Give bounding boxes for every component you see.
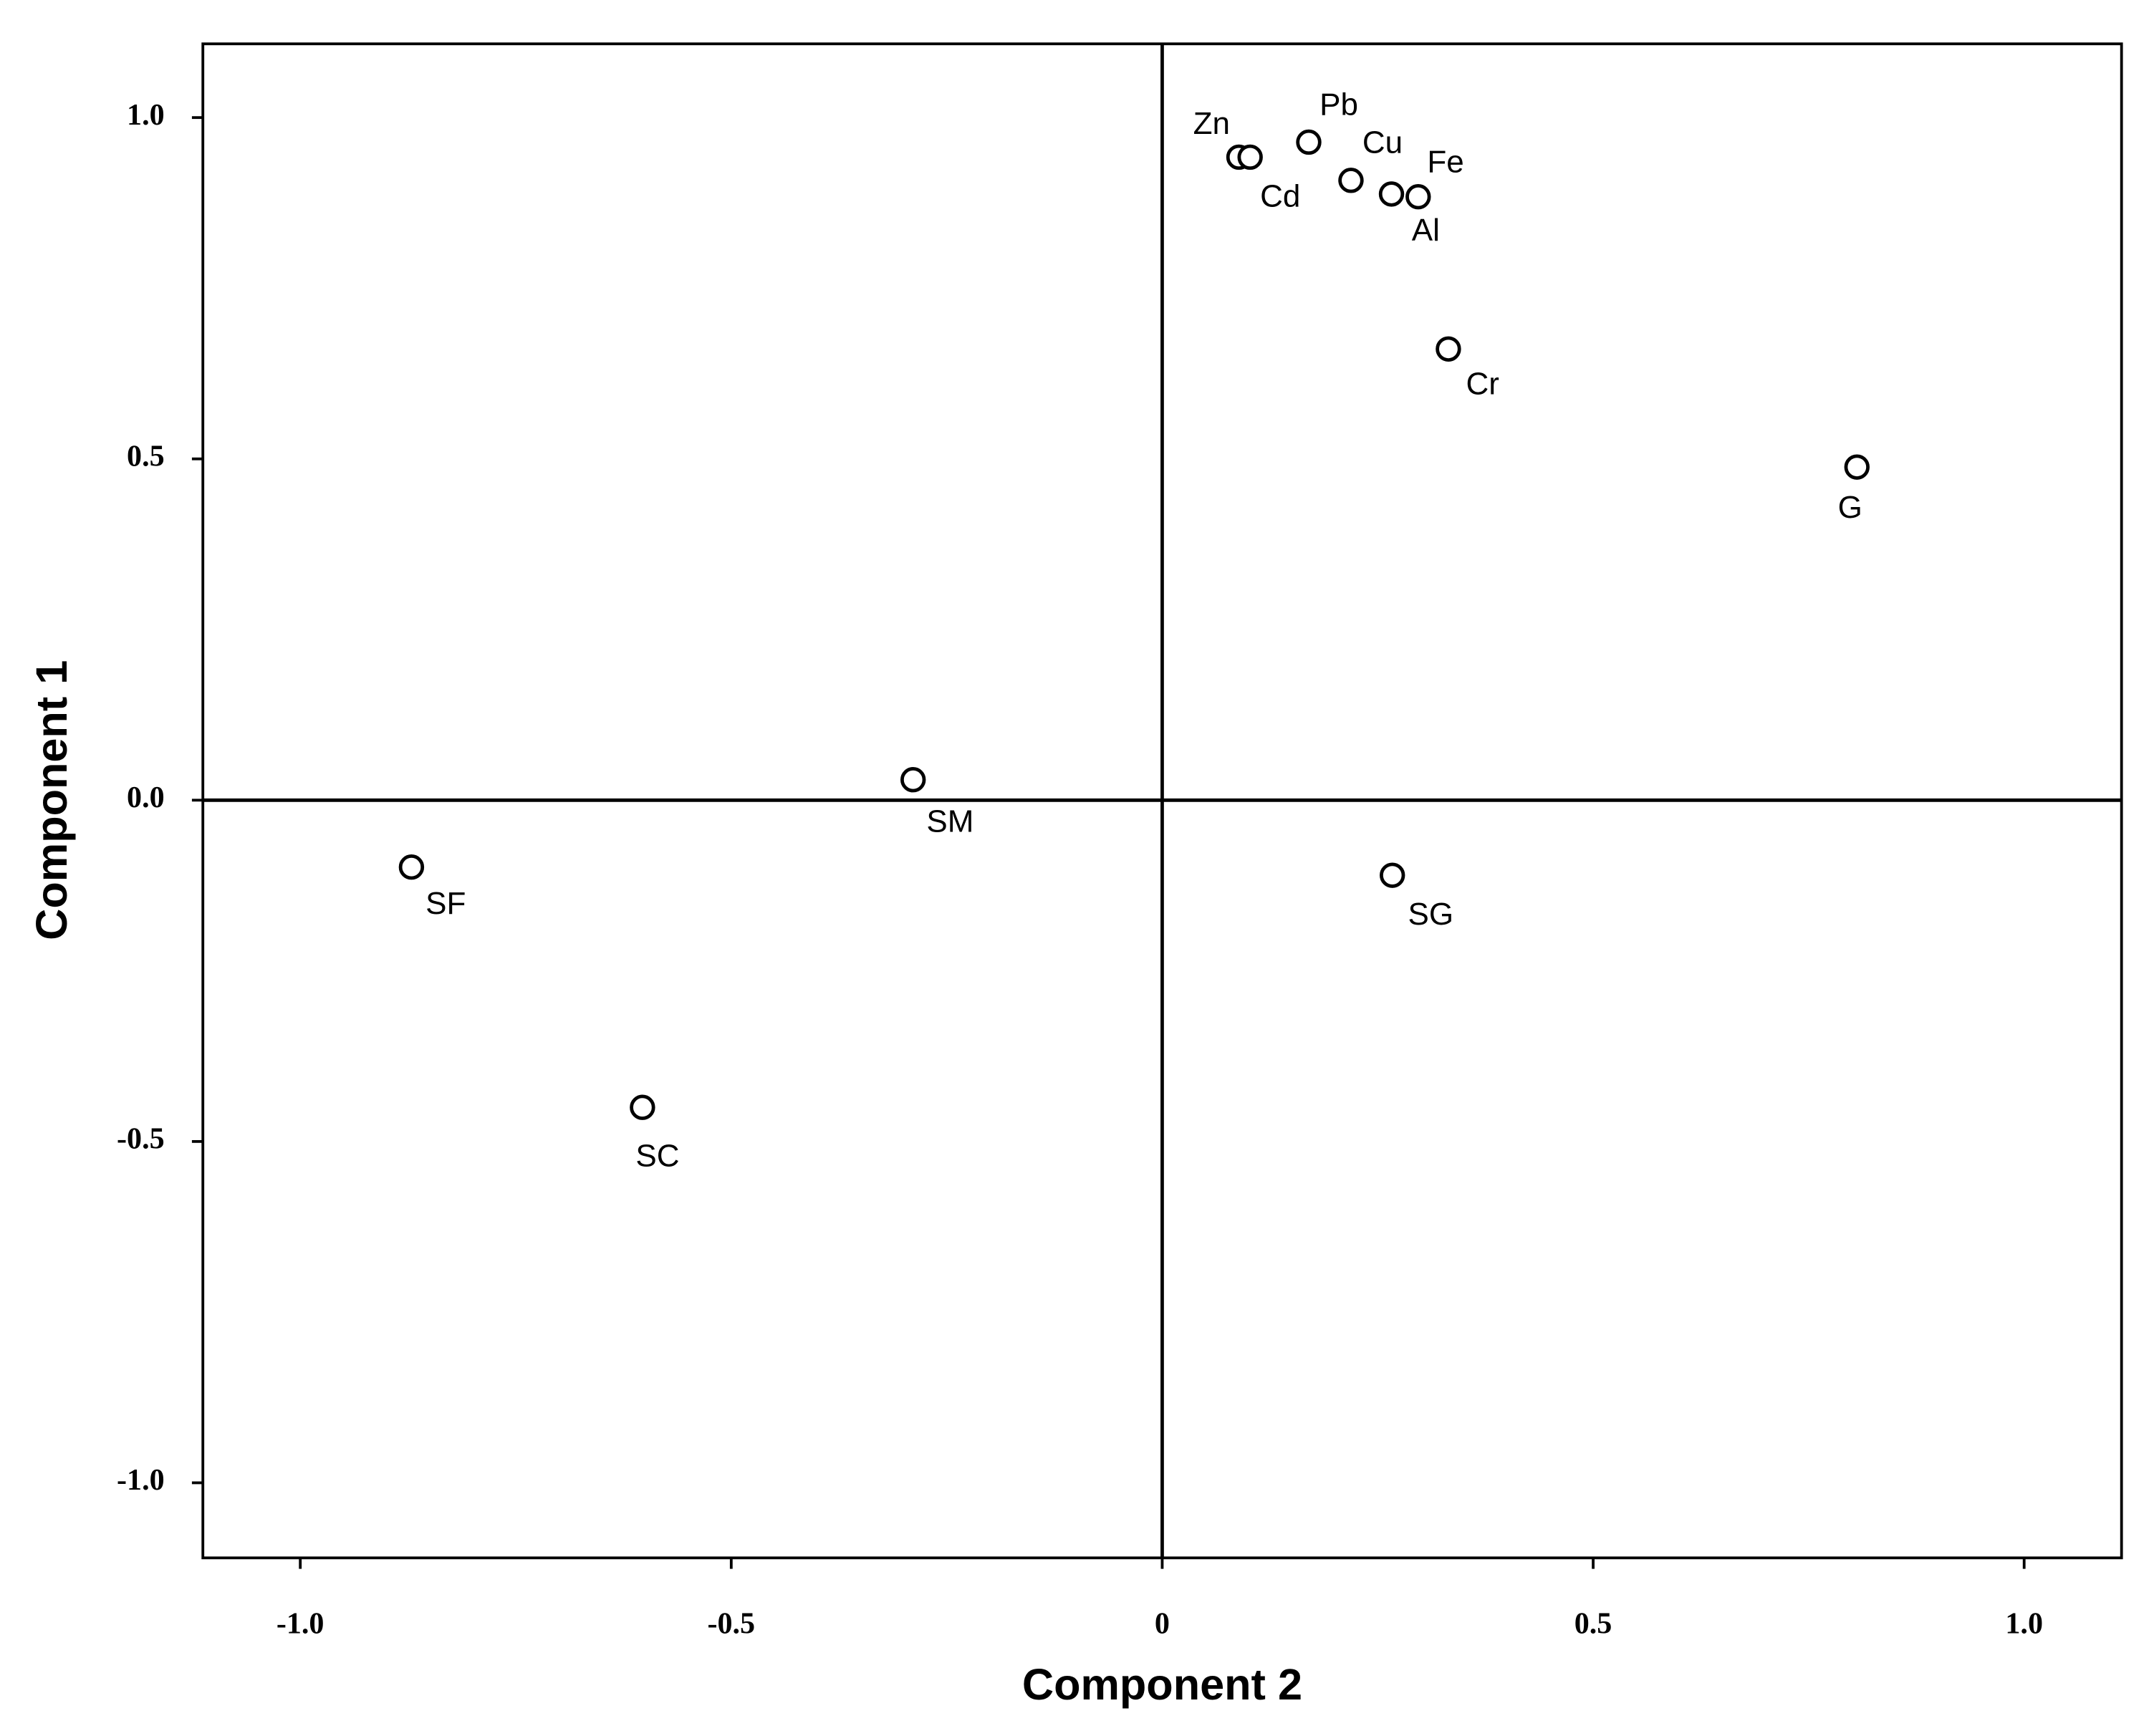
point-label: Cd [1260,178,1300,213]
point-label: SC [635,1139,679,1174]
y-tick-label: -0.5 [117,1123,165,1156]
point-label: Al [1412,213,1440,248]
point [1405,184,1431,210]
x-axis-title: Component 2 [1022,1660,1302,1709]
y-tick-label: 0.0 [127,781,165,814]
point [1380,862,1405,888]
point [1237,144,1263,170]
point-label: SM [926,804,973,839]
y-tick-label: -1.0 [117,1464,165,1497]
point [1844,454,1870,480]
point [1436,336,1461,362]
point-label: SG [1408,897,1453,932]
x-tick-label: 1.0 [2005,1608,2043,1641]
point [630,1094,655,1120]
x-tick-label: 0.5 [1575,1608,1612,1641]
point-label: G [1838,490,1862,525]
point-label: Zn [1193,106,1230,141]
point-label: SF [426,886,466,921]
point [1296,129,1322,155]
point [900,767,926,793]
point [1378,181,1405,207]
x-tick-label: -0.5 [708,1608,756,1641]
y-tick-label: 0.5 [127,440,165,473]
x-tick-label: -1.0 [277,1608,324,1641]
x-tick-label: 0 [1155,1608,1170,1641]
y-axis-title: Component 1 [27,660,76,940]
point-label: Cu [1362,125,1403,160]
point [398,854,425,880]
point-label: Fe [1427,144,1463,179]
y-tick-label: 1.0 [127,99,165,132]
point-label: Cr [1466,367,1499,402]
point [1338,168,1364,193]
point-label: Pb [1319,87,1358,122]
